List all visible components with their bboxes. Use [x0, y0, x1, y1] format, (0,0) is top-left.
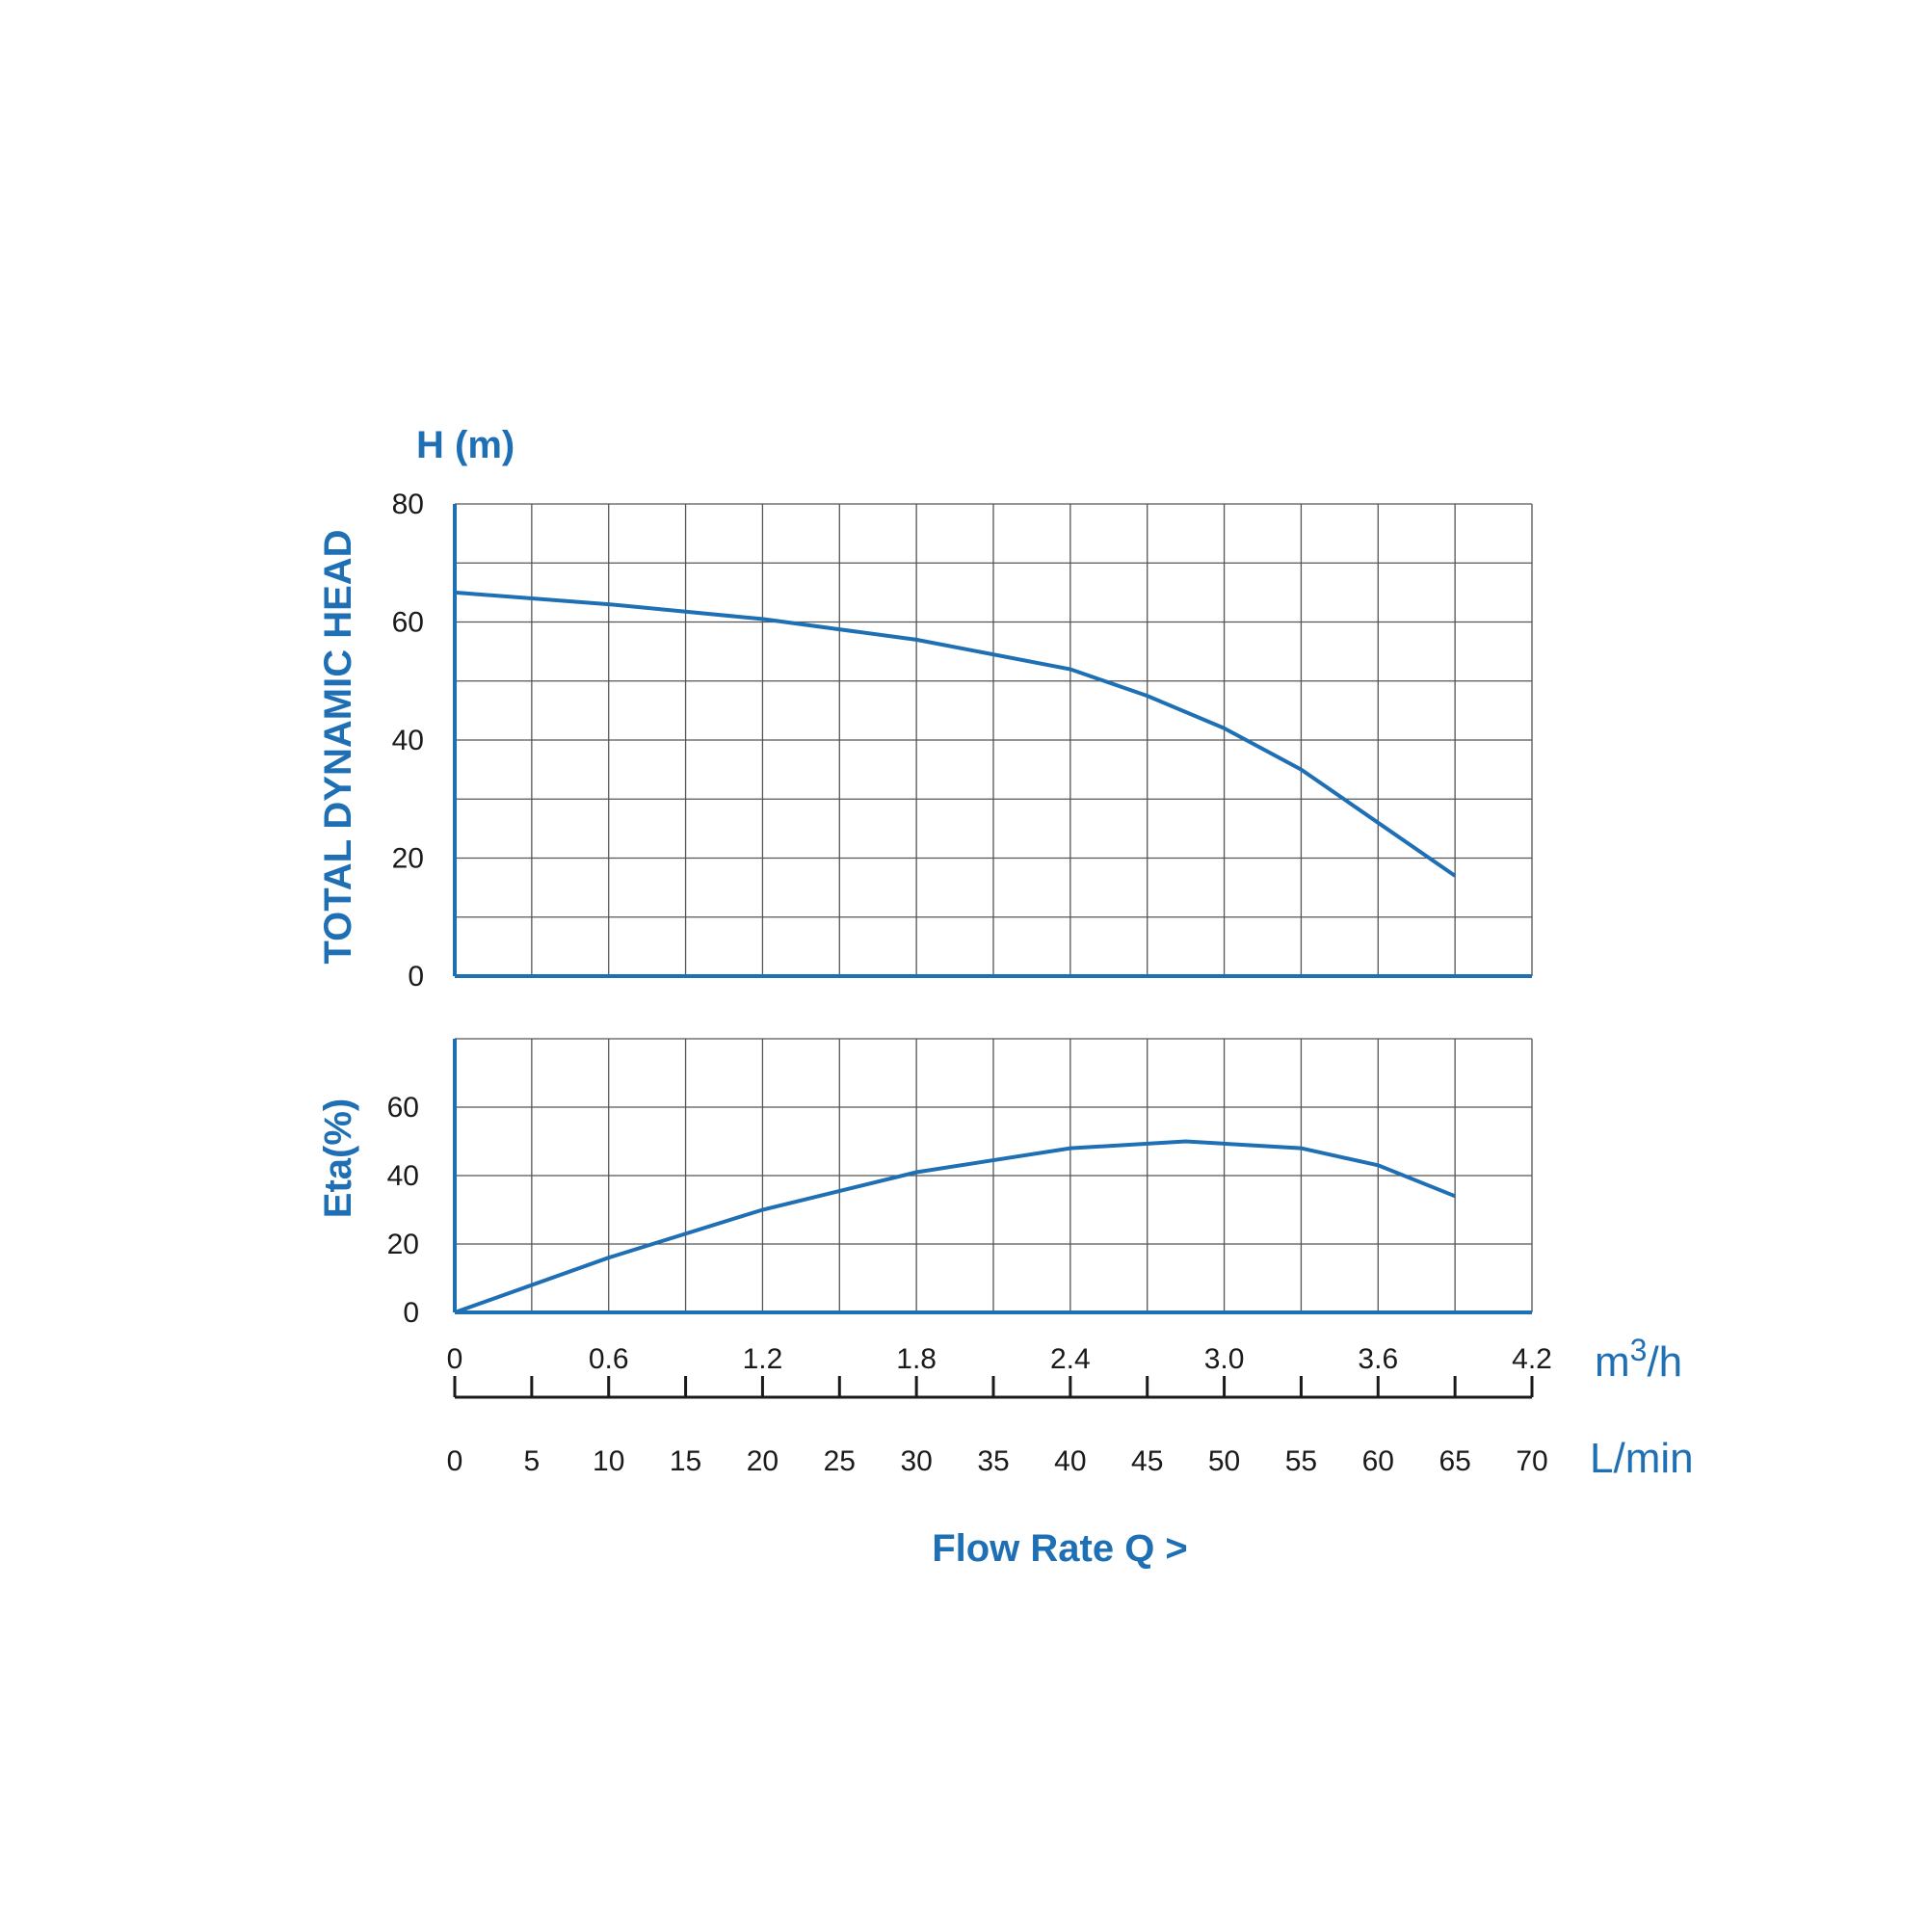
m3h-tick-label: 0.6 [589, 1343, 629, 1375]
lmin-unit-label: L/min [1590, 1435, 1694, 1482]
m3h-tick-label: 2.4 [1050, 1343, 1091, 1375]
eta-y-tick-label: 60 [387, 1092, 419, 1124]
m3h-tick-label: 3.0 [1204, 1343, 1245, 1375]
head-y-tick-label: 80 [392, 489, 424, 520]
eta-y-axis-title: Eta(%) [317, 1098, 359, 1218]
m3h-tick-label: 1.2 [743, 1343, 783, 1375]
head-y-tick-label: 20 [392, 843, 424, 875]
lmin-tick-label: 0 [447, 1445, 463, 1477]
lmin-tick-label: 65 [1439, 1445, 1470, 1477]
head-unit-label: H (m) [416, 424, 515, 466]
m3h-tick-label: 0 [447, 1343, 463, 1375]
m3h-unit-label: m3/h [1595, 1333, 1682, 1386]
eta-y-tick-label: 40 [387, 1160, 419, 1192]
lmin-tick-label: 10 [593, 1445, 624, 1477]
eta-y-tick-label: 20 [387, 1229, 419, 1260]
head-y-tick-label: 60 [392, 607, 424, 639]
head-y-tick-label: 40 [392, 725, 424, 756]
lmin-tick-label: 55 [1285, 1445, 1317, 1477]
eta-curve [454, 1139, 1456, 1314]
m3h-tick-label: 3.6 [1358, 1343, 1398, 1375]
lmin-tick-label: 45 [1131, 1445, 1163, 1477]
head-y-tick-label: 0 [408, 961, 424, 992]
lmin-tick-label: 20 [747, 1445, 779, 1477]
eta-y-tick-label: 0 [403, 1297, 419, 1329]
head-curve [454, 590, 1457, 878]
x-axis-title: Flow Rate Q > [932, 1527, 1188, 1570]
lmin-tick-label: 35 [977, 1445, 1009, 1477]
lmin-tick-label: 30 [900, 1445, 932, 1477]
lmin-tick-label: 5 [524, 1445, 541, 1477]
lmin-tick-label: 25 [824, 1445, 856, 1477]
lmin-tick-label: 60 [1362, 1445, 1394, 1477]
lmin-tick-label: 70 [1516, 1445, 1547, 1477]
head-y-axis-title: TOTAL DYNAMIC HEAD [317, 529, 359, 964]
lmin-tick-label: 40 [1054, 1445, 1086, 1477]
m3h-tick-label: 1.8 [896, 1343, 937, 1375]
m3h-tick-label: 4.2 [1512, 1343, 1552, 1375]
lmin-tick-label: 50 [1208, 1445, 1240, 1477]
lmin-tick-label: 15 [670, 1445, 701, 1477]
